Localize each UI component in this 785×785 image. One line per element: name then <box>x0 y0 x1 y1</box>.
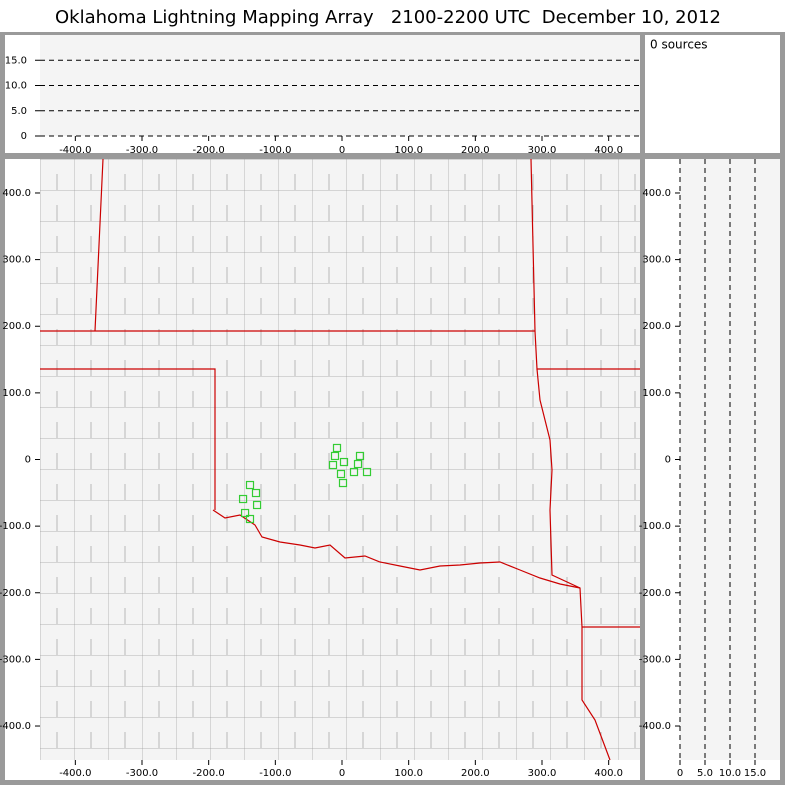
source-point <box>240 508 250 518</box>
y-tick-label: 100.0 <box>642 388 671 399</box>
x-tick-label: 300.0 <box>528 145 557 156</box>
source-point <box>328 460 338 470</box>
x-tick-label: 100.0 <box>394 145 423 156</box>
state-borders <box>40 158 640 761</box>
x-tick-label: -100.0 <box>259 145 291 156</box>
y-tick-label: -300.0 <box>0 654 31 665</box>
y-tick-label: 400.0 <box>642 188 671 199</box>
x-tick-label: 200.0 <box>461 145 490 156</box>
y-tick-label: 0 <box>21 131 27 142</box>
y-tick-label: 100.0 <box>2 388 31 399</box>
x-tick-label: -300.0 <box>126 768 158 779</box>
source-point <box>252 500 262 510</box>
y-tick-label: 300.0 <box>642 255 671 266</box>
title-strip <box>0 0 785 32</box>
x-tick-label: 10.0 <box>719 768 741 779</box>
source-point <box>330 451 340 461</box>
x-tick-label: 5.0 <box>697 768 713 779</box>
x-tick-label: -200.0 <box>193 768 225 779</box>
source-point <box>245 514 255 524</box>
y-tick-label: 300.0 <box>2 255 31 266</box>
x-tick-label: 0 <box>339 768 345 779</box>
x-tick-label: -300.0 <box>126 145 158 156</box>
y-tick-label: -300.0 <box>639 654 671 665</box>
source-point <box>251 488 261 498</box>
y-tick-label: 5.0 <box>11 106 27 117</box>
source-point <box>332 443 342 453</box>
y-tick-label: -200.0 <box>639 588 671 599</box>
x-tick-label: 200.0 <box>461 768 490 779</box>
y-tick-label: -100.0 <box>0 521 31 532</box>
x-tick-label: 15.0 <box>744 768 766 779</box>
x-tick-label: 0 <box>677 768 683 779</box>
y-tick-label: 0 <box>25 455 31 466</box>
x-tick-label: 0 <box>339 145 345 156</box>
x-tick-label: -400.0 <box>59 145 91 156</box>
y-tick-label: -400.0 <box>639 721 671 732</box>
source-point <box>339 457 349 467</box>
source-point <box>238 494 248 504</box>
y-tick-label: -100.0 <box>639 521 671 532</box>
x-tick-label: 400.0 <box>594 145 623 156</box>
source-point <box>362 467 372 477</box>
x-tick-label: 100.0 <box>394 768 423 779</box>
x-tick-label: -200.0 <box>193 145 225 156</box>
source-point <box>338 478 348 488</box>
source-point <box>353 459 363 469</box>
y-tick-label: 10.0 <box>5 81 27 92</box>
y-tick-label: 0 <box>665 455 671 466</box>
title: Oklahoma Lightning Mapping Array 2100-22… <box>55 7 721 28</box>
sources-panel <box>645 35 780 153</box>
x-tick-label: -100.0 <box>259 768 291 779</box>
y-tick-label: 15.0 <box>5 55 27 66</box>
x-tick-label: 400.0 <box>594 768 623 779</box>
source-point <box>245 480 255 490</box>
source-point <box>349 467 359 477</box>
y-tick-label: -200.0 <box>0 588 31 599</box>
y-tick-label: 200.0 <box>642 321 671 332</box>
y-tick-label: 400.0 <box>2 188 31 199</box>
y-tick-label: 200.0 <box>2 321 31 332</box>
x-tick-label: 300.0 <box>528 768 557 779</box>
x-tick-label: -400.0 <box>59 768 91 779</box>
source-count: 0 sources <box>650 38 708 52</box>
y-tick-label: -400.0 <box>0 721 31 732</box>
source-point <box>355 451 365 461</box>
source-point <box>336 469 346 479</box>
chart-marks: -400.0 -300.0 -200.0 -100.0 0 100.0 200.0 300.0… <box>0 55 766 779</box>
